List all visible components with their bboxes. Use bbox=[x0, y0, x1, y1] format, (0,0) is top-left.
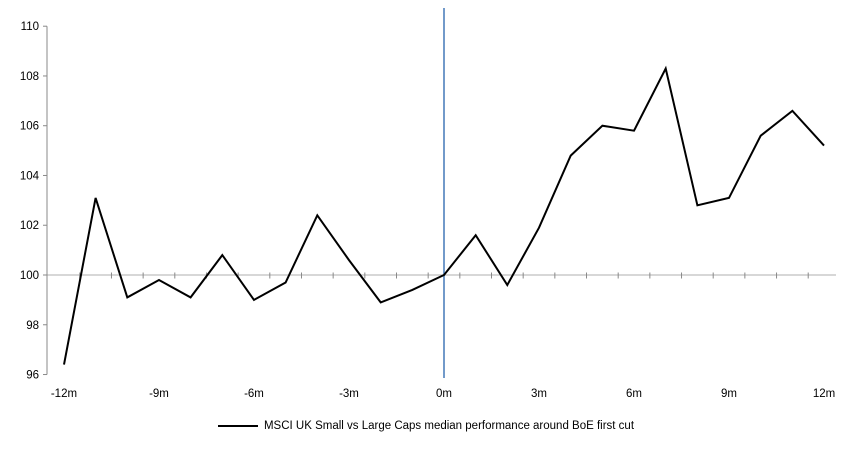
y-axis-tick-label: 108 bbox=[20, 71, 39, 83]
legend-line-sample-icon bbox=[217, 425, 258, 427]
y-axis-tick-label: 100 bbox=[20, 270, 39, 282]
y-axis-tick-label: 98 bbox=[26, 320, 39, 332]
y-axis-tick-label: 102 bbox=[20, 220, 39, 232]
x-axis-tick-label: -6m bbox=[244, 388, 264, 400]
x-axis-tick-label: -9m bbox=[149, 388, 169, 400]
x-axis-tick-label: -3m bbox=[339, 388, 359, 400]
legend: MSCI UK Small vs Large Caps median perfo… bbox=[0, 416, 852, 436]
y-axis-tick-label: 104 bbox=[20, 170, 40, 182]
x-axis-tick-label: -12m bbox=[51, 388, 77, 400]
y-axis-tick-label: 96 bbox=[26, 370, 39, 382]
legend-label: MSCI UK Small vs Large Caps median perfo… bbox=[263, 420, 635, 432]
x-axis-tick-label: 0m bbox=[436, 388, 452, 400]
x-axis-tick-label: 3m bbox=[531, 388, 547, 400]
x-axis-tick-label: 6m bbox=[626, 388, 642, 400]
series-line bbox=[63, 65, 825, 365]
y-axis-tick-label: 106 bbox=[20, 121, 39, 133]
x-axis-tick-label: 9m bbox=[721, 388, 737, 400]
x-axis-tick-label: 12m bbox=[813, 388, 835, 400]
y-axis-tick-label: 110 bbox=[21, 21, 39, 33]
